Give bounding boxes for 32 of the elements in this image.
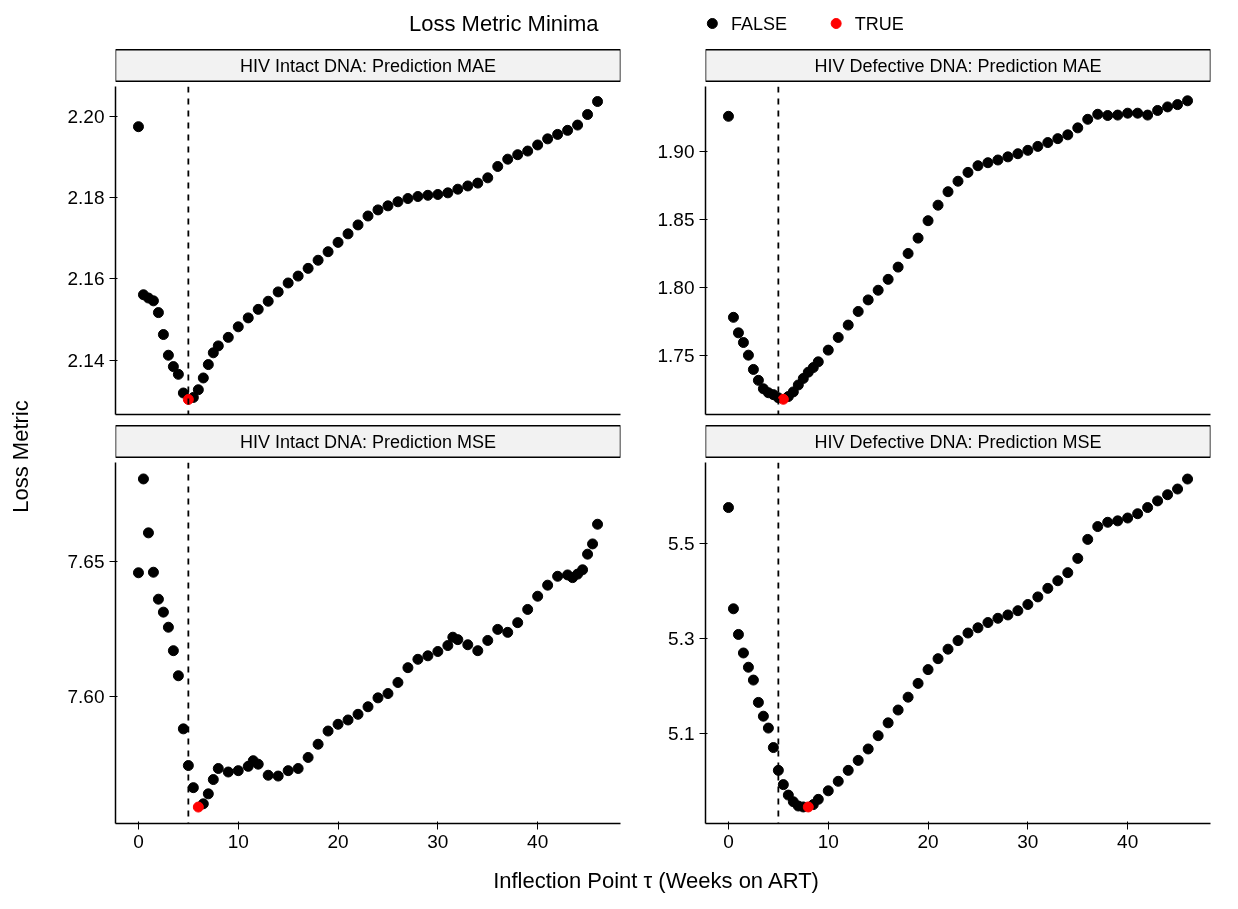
y-tick-label: 2.20 (67, 106, 105, 128)
y-tick-label: 2.14 (67, 349, 105, 371)
x-tick-label: 30 (1017, 830, 1039, 852)
legend-label: FALSE (730, 13, 787, 34)
y-tick-label: 5.1 (668, 723, 695, 745)
y-tick-label: 7.60 (67, 686, 105, 708)
y-axis-title: Loss Metric (8, 400, 33, 513)
x-tick-label: 0 (133, 830, 144, 852)
x-axis-title: Inflection Point τ (Weeks on ART) (493, 867, 819, 893)
x-tick-label: 30 (427, 830, 449, 852)
y-tick-label: 2.18 (67, 187, 105, 209)
y-tick-label: 1.75 (657, 345, 695, 367)
y-tick-label: 5.3 (668, 628, 695, 650)
y-tick-label: 1.90 (657, 141, 695, 163)
x-tick-label: 10 (817, 830, 839, 852)
x-tick-label: 20 (327, 830, 349, 852)
x-tick-label: 0 (723, 830, 734, 852)
y-tick-label: 1.85 (657, 209, 695, 231)
y-tick-label: 5.5 (668, 533, 695, 555)
x-tick-label: 20 (917, 830, 939, 852)
x-tick-label: 40 (1117, 830, 1139, 852)
legend-label: TRUE (854, 13, 904, 34)
y-tick-label: 1.80 (657, 277, 695, 299)
y-tick-label: 2.16 (67, 268, 105, 290)
legend-title: Loss Metric Minima (409, 11, 600, 36)
x-tick-label: 10 (227, 830, 249, 852)
chart-title: HIV Defective DNA: Prediction MAE (814, 55, 1102, 76)
chart-title: HIV Intact DNA: Prediction MAE (239, 55, 497, 76)
x-tick-label: 40 (527, 830, 549, 852)
chart-title: HIV Intact DNA: Prediction MSE (239, 431, 497, 452)
y-tick-label: 7.65 (67, 551, 105, 573)
chart-title: HIV Defective DNA: Prediction MSE (814, 431, 1102, 452)
